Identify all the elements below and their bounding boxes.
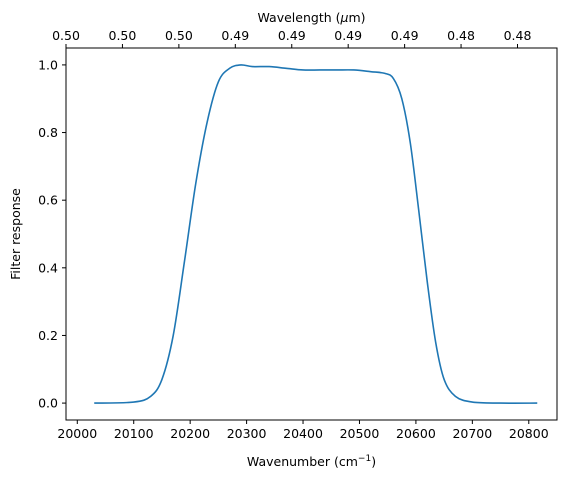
y-tick-label: 0.6 (38, 193, 58, 208)
x-tick-label: 20100 (114, 426, 154, 441)
x-axis-title: Wavenumber (cm−1) (247, 454, 376, 469)
top-tick-label: 0.50 (165, 28, 193, 43)
y-axis-title: Filter response (8, 188, 23, 280)
plot-frame (65, 47, 558, 421)
axis-ticks: 20000 20100 20200 20300 20400 20500 20600 20700… (38, 28, 549, 441)
top-tick-label: 0.48 (447, 28, 475, 43)
x-tick-label: 20400 (283, 426, 323, 441)
series-line-0 (94, 64, 538, 404)
y-tick-label: 0.8 (38, 125, 58, 140)
top-tick-label: 0.49 (391, 28, 419, 43)
top-tick-label: 0.50 (52, 28, 80, 43)
x-tick-label: 20200 (170, 426, 210, 441)
x-tick-label: 20300 (227, 426, 267, 441)
x-tick-label: 20000 (57, 426, 97, 441)
top-tick-label: 0.50 (109, 28, 137, 43)
y-tick-label: 1.0 (38, 57, 58, 72)
x-tick-label: 20600 (396, 426, 436, 441)
top-tick-label: 0.49 (334, 28, 362, 43)
plot-marks (94, 64, 538, 404)
top-tick-label: 0.49 (278, 28, 306, 43)
y-tick-label: 0.4 (38, 260, 58, 275)
x-tick-label: 20700 (452, 426, 492, 441)
top-axis-title: Wavelength (μm) (257, 10, 365, 25)
top-tick-label: 0.48 (504, 28, 532, 43)
y-tick-label: 0.2 (38, 328, 58, 343)
top-tick-label: 0.49 (221, 28, 249, 43)
x-tick-label: 20500 (340, 426, 380, 441)
y-tick-label: 0.0 (38, 396, 58, 411)
x-tick-label: 20800 (509, 426, 549, 441)
